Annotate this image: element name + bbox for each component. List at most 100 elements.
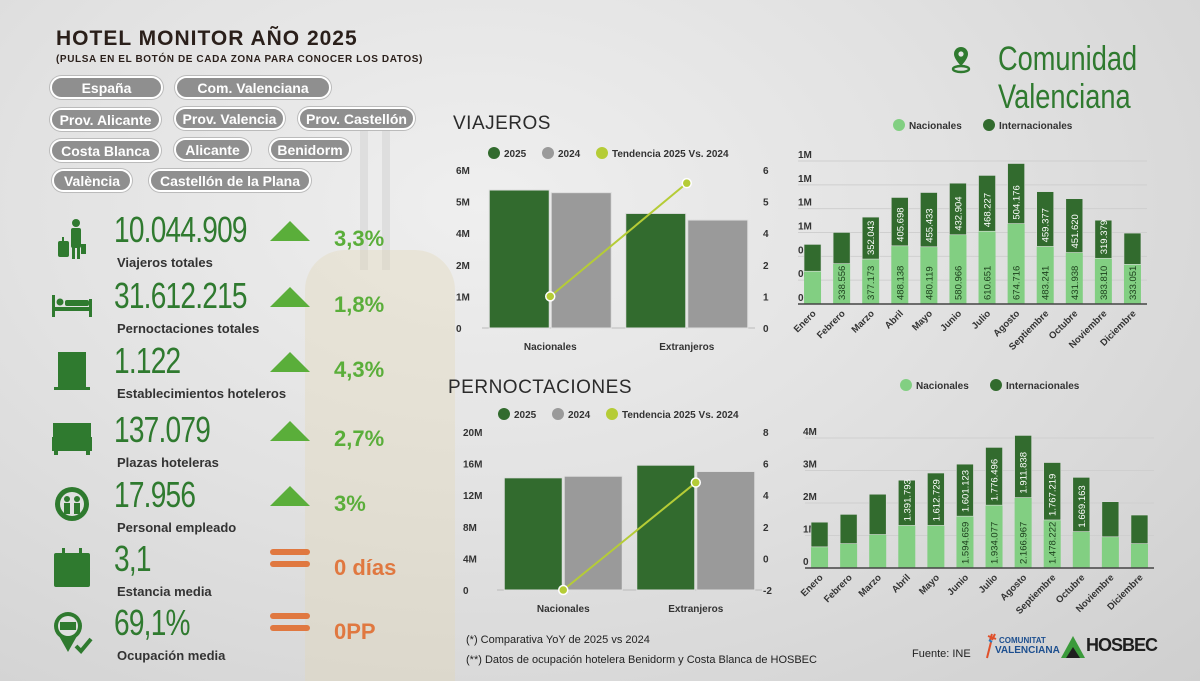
zone-button-valencia[interactable]: València — [52, 169, 132, 192]
zone-button-alicante[interactable]: Alicante — [174, 138, 251, 161]
kpi-value: 17.956 — [114, 474, 196, 515]
trend-point — [681, 177, 692, 189]
bar-internacionales-Enero — [810, 521, 829, 548]
trend-line — [549, 182, 688, 298]
y-tick-label: 0 — [803, 557, 809, 568]
hosbec-logo-text: HOSBEC — [1086, 635, 1158, 655]
kpi-value: 3,1 — [114, 538, 151, 579]
legend-label-0: 2025 — [514, 410, 537, 421]
y-tick-label: 20M — [463, 428, 482, 439]
bar-internacionales-Abril — [897, 479, 916, 526]
bar-internacionales-Noviembre — [1094, 219, 1113, 259]
data-label-internacionales: 319.379 — [1099, 220, 1110, 254]
y-tick-label: 4M — [456, 229, 470, 240]
bar-internacionales-Junio — [949, 182, 967, 236]
bar-nacionales-Julio — [985, 505, 1003, 568]
double-bed-icon — [52, 423, 92, 455]
legend-label-0: 2025 — [504, 149, 527, 160]
x-tick-label: Junio — [938, 308, 964, 334]
legend-marker-2 — [606, 408, 618, 420]
zone-button-benidorm[interactable]: Benidorm — [269, 138, 351, 161]
bar-internacionales-Septiembre — [1043, 462, 1062, 521]
zone-button-prov-valencia[interactable]: Prov. Valencia — [174, 107, 285, 130]
data-label-internacionales: 352.043 — [866, 221, 877, 255]
y2-tick-label: 2 — [763, 261, 769, 272]
legend-label-0: Nacionales — [909, 121, 962, 132]
region-title: Comunidad Valenciana — [998, 40, 1137, 116]
data-label-internacionales: 1.601.123 — [960, 470, 971, 512]
legend-label-1: 2024 — [558, 149, 581, 160]
y-tick-label: 0 — [456, 324, 462, 335]
data-label-nacionales: 1.594.659 — [960, 522, 971, 564]
legend-marker-1 — [990, 379, 1002, 391]
zone-button-castellon-de-la-plana[interactable]: Castellón de la Plana — [149, 169, 311, 192]
region-title-line2: Valenciana — [998, 78, 1131, 116]
data-label-nacionales: 1.478.222 — [1048, 522, 1059, 564]
data-label-nacionales: 383.810 — [1099, 266, 1110, 300]
trend-point — [558, 584, 569, 596]
data-label-nacionales: 480.119 — [924, 266, 935, 300]
y-tick-label: 6M — [456, 166, 470, 177]
kpi-value: 1.122 — [114, 340, 181, 381]
x-tick-label: Extranjeros — [659, 342, 714, 353]
bar-nacionales-Agosto — [1007, 223, 1025, 304]
kpi-label: Estancia media — [117, 584, 212, 599]
kpi-change: 1,8% — [334, 292, 385, 317]
legend-label-0: Nacionales — [916, 381, 969, 392]
y-tick-label: 4M — [463, 554, 477, 565]
bar-internacionales-Octubre — [1065, 198, 1084, 253]
bar-nacionales-Marzo — [869, 534, 887, 568]
bar-2025-Nacionales — [503, 477, 563, 591]
bar-nacionales-Septiembre — [1036, 246, 1054, 304]
bar-nacionales-Julio — [978, 231, 996, 304]
y2-tick-label: 8 — [763, 428, 769, 439]
bar-nacionales-Enero — [804, 271, 822, 304]
y2-tick-label: -2 — [763, 586, 772, 597]
zone-button-com-valenciana[interactable]: Com. Valenciana — [175, 76, 331, 99]
bar-internacionales-Marzo — [868, 493, 887, 535]
section-title-pernoctaciones: PERNOCTACIONES — [448, 377, 633, 398]
legend-label-2: Tendencia 2025 Vs. 2024 — [612, 149, 729, 160]
trend-equal-icon — [270, 549, 310, 567]
x-tick-label: Febrero — [822, 572, 855, 605]
y-tick-label: 2M — [803, 492, 817, 503]
legend-marker-1 — [542, 147, 554, 159]
bar-nacionales-Octubre — [1072, 531, 1090, 568]
bar-2024-Extranjeros — [687, 219, 749, 329]
kpi-value: 69,1% — [114, 602, 191, 643]
data-label-internacionales: 1.391.793 — [902, 479, 913, 521]
y-tick-label: 8M — [463, 523, 477, 534]
zone-button-costa-blanca[interactable]: Costa Blanca — [50, 139, 161, 162]
kpi-label: Plazas hoteleras — [117, 455, 219, 470]
kpi-change: 3% — [334, 491, 366, 516]
bar-internacionales-Agosto — [1007, 163, 1025, 224]
zone-button-prov-castellon[interactable]: Prov. Castellón — [298, 107, 415, 130]
bar-internacionales-Diciembre — [1130, 514, 1149, 544]
y2-tick-label: 4 — [763, 491, 769, 502]
bar-2024-Nacionales — [550, 192, 612, 329]
x-tick-label: Abril — [883, 308, 906, 331]
y2-tick-label: 4 — [763, 229, 769, 240]
bar-internacionales-Enero — [803, 244, 822, 272]
bar-2025-Extranjeros — [625, 212, 687, 329]
page-subtitle: (PULSA EN EL BOTÓN DE CADA ZONA PARA CON… — [56, 54, 423, 65]
bed-icon — [52, 295, 92, 317]
bar-internacionales-Octubre — [1072, 477, 1091, 532]
zone-button-prov-alicante[interactable]: Prov. Alicante — [50, 108, 161, 131]
kpi-change: 3,3% — [334, 226, 385, 251]
data-label-internacionales: 451.620 — [1070, 214, 1081, 248]
source-label: Fuente: INE — [912, 648, 971, 660]
data-label-nacionales: 580.966 — [953, 266, 964, 300]
y-tick-label: 1M — [803, 525, 817, 536]
zone-button-espana[interactable]: España — [50, 76, 163, 99]
trend-up-icon — [270, 421, 310, 441]
bar-internacionales-Febrero — [832, 232, 851, 264]
x-tick-label: Abril — [890, 572, 913, 595]
y-tick-label: 0 — [463, 586, 469, 597]
trend-up-icon — [270, 352, 310, 372]
x-tick-label: Febrero — [815, 308, 848, 341]
x-tick-label: Mayo — [910, 308, 935, 333]
y-tick-label: 1M — [798, 198, 812, 209]
hosbec-triangle-icon — [1061, 636, 1085, 658]
traveler-icon — [58, 219, 86, 259]
